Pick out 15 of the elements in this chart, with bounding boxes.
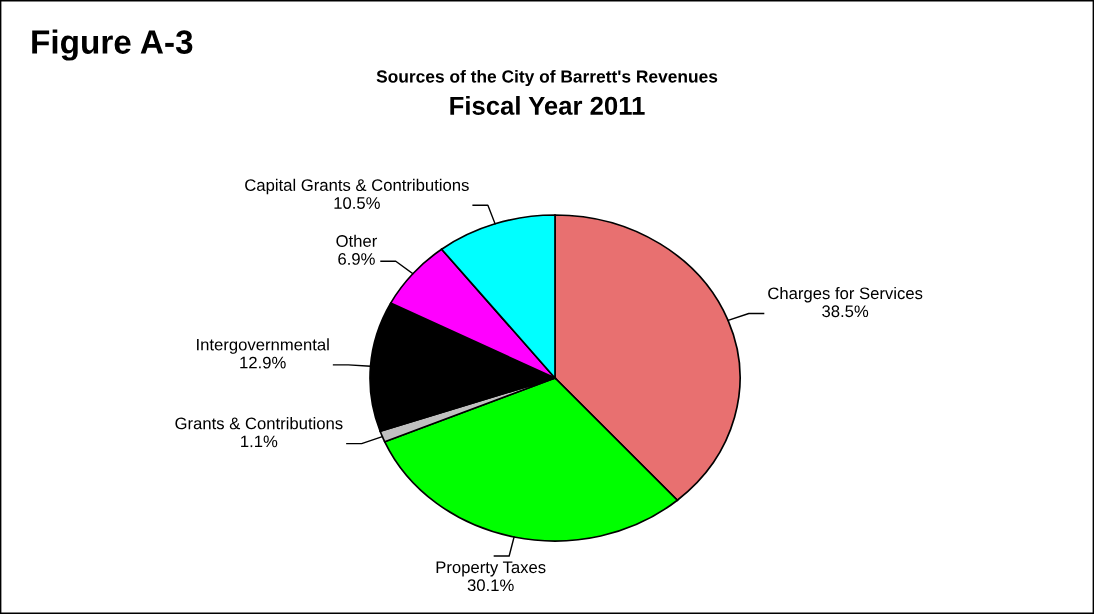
data-label: 12.9% bbox=[240, 356, 286, 369]
chart-title: Sources of the City of Barrett's Revenues bbox=[376, 69, 718, 87]
data-label: 6.9% bbox=[338, 253, 375, 265]
data-label: 1.1% bbox=[241, 435, 278, 448]
slice-label: Property Taxes bbox=[436, 561, 546, 577]
slice-label: Charges for Services bbox=[768, 286, 923, 303]
data-label: 30.1% bbox=[467, 579, 514, 592]
data-label: 10.5% bbox=[334, 197, 380, 209]
chart-subtitle: Fiscal Year 2011 bbox=[450, 96, 645, 115]
slice-label: Capital Grants & Contributions bbox=[245, 178, 469, 195]
slice-label: Grants & Contributions bbox=[175, 417, 343, 430]
text: Figure A-3 bbox=[32, 29, 193, 61]
data-label: 38.5% bbox=[822, 305, 869, 318]
slice-label: Other bbox=[336, 234, 377, 247]
slice-label: Intergovernmental bbox=[197, 338, 329, 354]
